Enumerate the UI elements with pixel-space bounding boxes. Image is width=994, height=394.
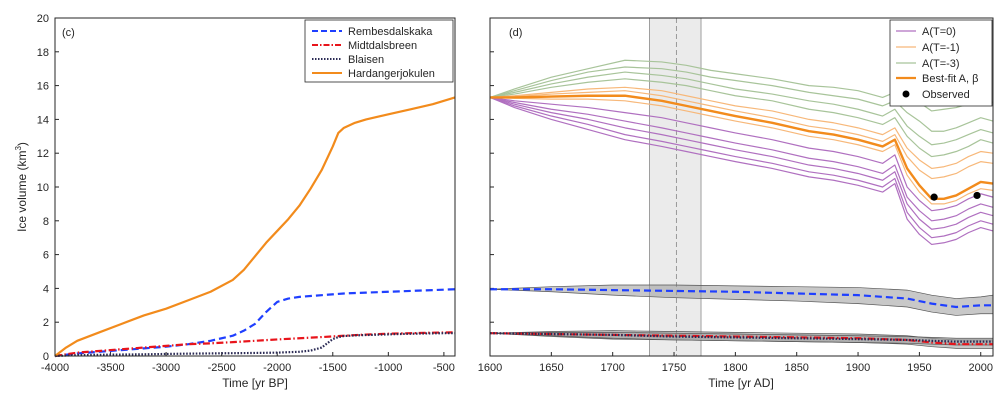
series-line-rembesdalskaka [54, 288, 456, 358]
panel-c-label: (c) [62, 27, 75, 39]
panel-c-ytick-label: 8 [43, 216, 49, 228]
panel-d-observed [930, 191, 981, 201]
ensemble-line-green [489, 59, 994, 112]
ensemble-line-purple [489, 96, 994, 246]
panel-c-ytick-label: 4 [43, 283, 49, 295]
panel-c-ylabel: Ice volume (km3) [14, 142, 29, 232]
legend-label-blaisen: Blaisen [348, 54, 384, 66]
panel-c-ytick-label: 10 [37, 182, 49, 194]
legend-swatch-observed [902, 90, 910, 98]
panel-c-xtick-label: -1500 [319, 362, 347, 374]
series-line-hardangerjokulen [54, 96, 456, 357]
panel-d-xtick-label: 1600 [478, 362, 502, 374]
panel-c: -4000 -3500 -3000 -2500 -2000 -1500 -1000 -500 0… [14, 13, 456, 390]
panel-c-ytick-label: 2 [43, 317, 49, 329]
ensemble-line-purple [489, 96, 994, 222]
ensemble-line-purple [489, 96, 994, 212]
shaded-period [649, 17, 702, 357]
ensemble-line-orange [489, 96, 994, 205]
legend-label-hardangerjokulen: Hardangerjokulen [348, 68, 435, 80]
panel-c-xtick-label: -500 [433, 362, 455, 374]
observed-point [973, 191, 981, 200]
panel-c-xtick-label: -2000 [263, 362, 291, 374]
panel-c-axes-box [54, 17, 456, 357]
panel-c-ytick-label: 16 [37, 81, 49, 93]
panel-c-ylabel-text: Ice volume (km [15, 151, 29, 232]
panel-d-xtick-label: 1800 [723, 362, 747, 374]
panel-c-series [54, 96, 456, 358]
panel-c-xlabel: Time [yr BP] [222, 376, 288, 390]
band-line-blaisen [489, 332, 993, 343]
band-line-rembesdalskaka [490, 288, 993, 309]
legend-label-observed: Observed [922, 89, 970, 101]
ensemble-line-green [489, 71, 994, 146]
panel-d-xlabel: Time [yr AD] [708, 376, 774, 390]
panel-d-xtick-label: 1750 [662, 362, 686, 374]
panel-d-axes-box [489, 17, 994, 357]
legend-label-best-fit: Best-fit A, β [922, 73, 978, 85]
legend-label-rembesdalskaka: Rembesdalskaka [348, 26, 433, 38]
legend-label-midtdalsbreen: Midtdalsbreen [348, 40, 417, 52]
panel-d: 1600 1650 1700 1750 1800 1850 1900 1950 2000 (d)… [478, 17, 994, 390]
panel-d-shaded-period [649, 17, 702, 357]
panel-d-xtick-label: 1950 [907, 362, 931, 374]
panel-c-xtick-label: -3000 [152, 362, 180, 374]
ensemble-line-purple [489, 96, 994, 230]
panel-d-xtick-label: 1650 [539, 362, 563, 374]
ensemble-line-purple [489, 96, 994, 239]
panel-d-ensemble [489, 59, 994, 246]
legend-label-t0: A(T=0) [922, 26, 956, 38]
ensemble-line-green [489, 78, 994, 158]
panel-c-xtick-label: -3500 [96, 362, 124, 374]
observed-point [930, 193, 938, 201]
series-line-midtdalsbreen [54, 331, 456, 358]
ensemble-line-orange [489, 90, 994, 180]
panel-d-xtick-label: 2000 [968, 362, 992, 374]
panel-d-xtick-label: 1850 [784, 362, 808, 374]
panel-c-ytick-label: 18 [37, 47, 49, 59]
panel-d-ticks: 1600 1650 1700 1750 1800 1850 1900 1950 2000 [478, 17, 993, 374]
series-line-blaisen [54, 332, 455, 358]
panel-c-legend: Rembesdalskaka Midtdalsbreen Blaisen Har… [304, 19, 454, 83]
ensemble-line-orange [489, 86, 994, 170]
panel-c-xtick-label: -4000 [41, 362, 69, 374]
panel-d-lower-bands [489, 284, 994, 349]
panel-c-legend-box [304, 19, 454, 83]
panel-c-ticks: -4000 -3500 -3000 -2500 -2000 -1500 -1000 -500 0… [37, 13, 455, 374]
panel-c-ytick-label: 6 [43, 250, 49, 262]
legend-label-t-1: A(T=-1) [922, 42, 960, 54]
panel-d-legend: A(T=0) A(T=-1) A(T=-3) Best-fit A, β Obs… [889, 19, 993, 107]
panel-c-xtick-label: -2500 [208, 362, 236, 374]
panel-d-xtick-label: 1700 [600, 362, 624, 374]
panel-d-xtick-label: 1900 [846, 362, 870, 374]
panel-c-ylabel-end: ) [15, 142, 29, 146]
panel-c-ylabel-sup: 3 [14, 146, 23, 151]
ensemble-line-green [489, 66, 994, 132]
panel-d-label: (d) [509, 27, 522, 39]
panel-c-ytick-label: 20 [37, 13, 49, 25]
panel-c-ytick-label: 0 [43, 351, 49, 363]
best-fit-line [490, 94, 994, 201]
panel-c-ytick-label: 12 [37, 148, 49, 160]
panel-c-xtick-label: -1000 [374, 362, 402, 374]
legend-label-t-3: A(T=-3) [922, 58, 960, 70]
panel-c-ytick-label: 14 [37, 114, 49, 126]
